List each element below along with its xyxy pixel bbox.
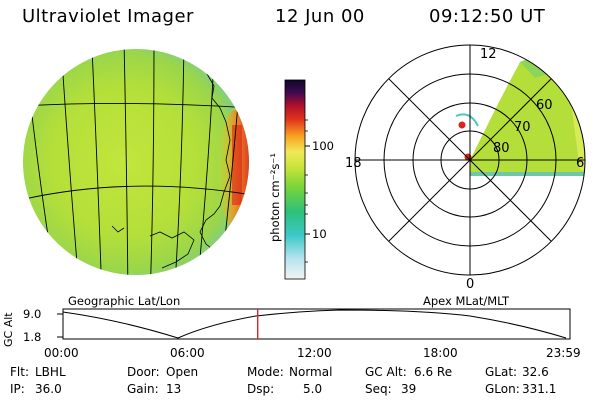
status-glat-label: GLat: (485, 365, 518, 379)
mlat-label-70: 70 (514, 120, 531, 135)
status-door-label: Door: (127, 365, 160, 379)
instrument-title: Ultraviolet Imager (22, 6, 194, 27)
status-flt-label: Flt: (10, 365, 29, 379)
alt-xtick-0: 00:00 (44, 346, 79, 360)
polar-plot: 12 18 6 0 60 70 80 (345, 44, 586, 292)
status-gain-label: Gain: (127, 382, 159, 396)
status-mode-label: Mode: (247, 365, 284, 379)
altitude-plot: 9.0 1.8 GC Alt 00:00 06:00 12:00 18:00 2… (2, 307, 581, 360)
status-flt-value: LBHL (35, 365, 66, 379)
status-ip-value: 36.0 (35, 382, 62, 396)
time-label: 09:12:50 UT (429, 6, 546, 27)
status-glon-value: 331.1 (522, 382, 557, 396)
mlt-label-6: 6 (576, 156, 584, 171)
mlt-label-0: 0 (466, 277, 474, 292)
status-dsp-value: 5.0 (303, 382, 323, 396)
status-gcalt-label: GC Alt: (365, 365, 407, 379)
status-ip-label: IP: (10, 382, 25, 396)
left-panel-label: Geographic Lat/Lon (68, 294, 180, 308)
alt-xtick-3: 18:00 (423, 346, 458, 360)
status-seq-value: 39 (401, 382, 417, 396)
alt-ymax-label: 9.0 (23, 307, 41, 321)
status-glat-value: 32.6 (522, 365, 549, 379)
status-gain-value: 13 (166, 382, 182, 396)
status-door-value: Open (166, 365, 199, 379)
right-panel-label: Apex MLat/MLT (423, 294, 510, 308)
alt-xtick-1: 06:00 (170, 346, 205, 360)
alt-xtick-4: 23:59 (546, 346, 581, 360)
alt-ylabel: GC Alt (2, 312, 15, 347)
mlat-label-80: 80 (493, 141, 510, 156)
mlt-label-18: 18 (345, 156, 362, 171)
polar-hotspot-1 (458, 121, 466, 129)
status-seq-label: Seq: (365, 382, 392, 396)
alt-ymin-label: 1.8 (23, 330, 41, 344)
globe-image (23, 49, 249, 275)
alt-xtick-2: 12:00 (297, 346, 332, 360)
date-label: 12 Jun 00 (275, 6, 365, 27)
mlat-label-60: 60 (536, 98, 553, 113)
mlt-label-12: 12 (480, 47, 497, 62)
colorbar-tick-label-100: 100 (312, 139, 334, 153)
colorbar-tick-label-10: 10 (312, 227, 327, 241)
status-glon-label: GLon: (485, 382, 520, 396)
status-mode-value: Normal (289, 365, 333, 379)
colorbar: 100 10 photon cm⁻²s⁻¹ (268, 79, 334, 280)
status-dsp-label: Dsp: (247, 382, 275, 396)
status-gcalt-value: 6.6 Re (414, 365, 453, 379)
colorbar-unit-label: photon cm⁻²s⁻¹ (268, 153, 282, 242)
